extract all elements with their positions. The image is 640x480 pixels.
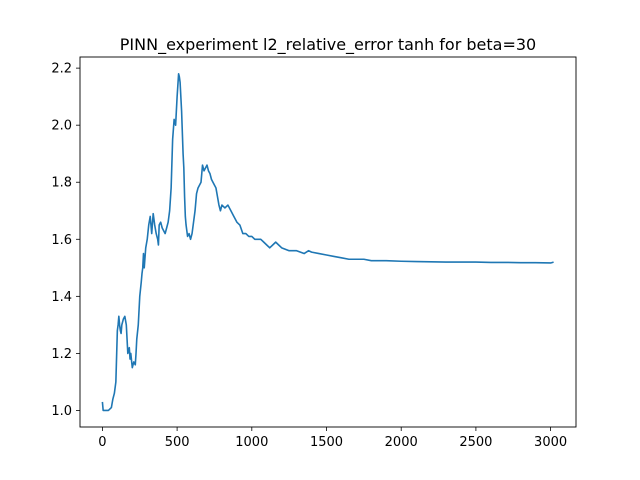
x-axis: 0 500 1000 1500 2000 2500 3000 (98, 427, 567, 450)
y-tick-label: 2.2 (51, 62, 72, 77)
y-axis: 1.0 1.2 1.4 1.6 1.8 2.0 2.2 (51, 62, 80, 419)
y-tick-label: 1.2 (51, 347, 72, 362)
series-line (101, 73, 554, 412)
y-tick-label: 1.0 (51, 404, 72, 419)
x-tick-label: 1500 (310, 435, 343, 450)
y-tick-label: 1.8 (51, 176, 72, 191)
x-tick-label: 2000 (385, 435, 418, 450)
x-tick-label: 2500 (459, 435, 492, 450)
x-tick-label: 0 (98, 435, 106, 450)
chart-title: PINN_experiment l2_relative_error tanh f… (120, 35, 536, 55)
plot-area: 0 500 1000 1500 2000 2500 3000 1.0 1.2 1.4 1.6 1.8… (51, 56, 577, 450)
y-tick-label: 1.6 (51, 233, 72, 248)
x-tick-label: 500 (165, 435, 190, 450)
y-tick-label: 2.0 (51, 119, 72, 134)
plot-frame (79, 56, 577, 428)
y-tick-label: 1.4 (51, 290, 72, 305)
x-tick-label: 3000 (534, 435, 567, 450)
plot-background (80, 57, 576, 427)
x-tick-label: 1000 (235, 435, 268, 450)
